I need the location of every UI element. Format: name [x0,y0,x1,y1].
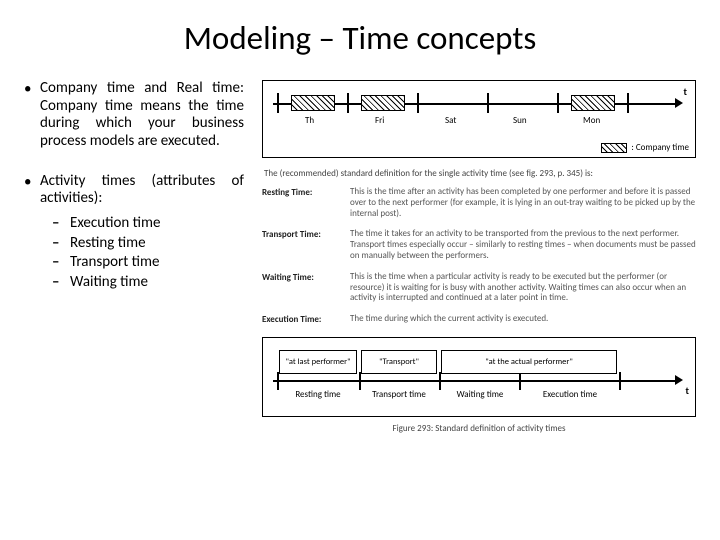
tick [277,372,279,390]
page-title: Modeling – Time concepts [0,0,720,66]
below-label: Waiting time [445,390,515,399]
term-resting: Resting Time: [262,187,346,219]
desc-resting: This is the time after an activity has b… [350,187,696,219]
legend: : Company time [269,139,689,153]
list-item: –Execution time [52,214,244,234]
right-column: t Th Fri Sat Sun Mon : Company time The [262,80,696,434]
figure-caption: Figure 293: Standard definition of activ… [262,423,696,434]
figure-activity-times: t "at last performer" "Transport" "at th… [262,337,696,417]
t-label: t [686,384,689,397]
arrow-icon [675,375,683,385]
sub-list: –Execution time –Resting time –Transport… [52,214,244,292]
list-item: –Waiting time [52,273,244,293]
tick [487,93,489,113]
left-column: • Company time and Real time: Company ti… [24,80,244,434]
figure-company-time: t Th Fri Sat Sun Mon : Company time [262,80,696,158]
company-block [361,95,405,111]
arrow-icon [675,98,683,108]
tick [359,372,361,390]
legend-label: : Company time [631,142,689,153]
tick [347,93,349,113]
phase-box: "at the actual performer" [441,350,617,374]
content-columns: • Company time and Real time: Company ti… [0,66,720,434]
term-execution: Execution Time: [262,314,346,325]
tick [519,372,521,390]
phase-box: "at last performer" [279,350,357,374]
tick [439,372,441,390]
list-item: –Resting time [52,234,244,254]
phase-box: "Transport" [361,350,437,374]
below-label: Execution time [525,390,615,399]
desc-execution: The time during which the current activi… [350,314,696,325]
tick [619,372,621,390]
t-label: t [684,85,687,98]
desc-waiting: This is the time when a particular activ… [350,272,696,304]
term-transport: Transport Time: [262,229,346,261]
term-waiting: Waiting Time: [262,272,346,304]
legend-swatch [601,143,627,153]
tick [627,93,629,113]
definitions: Resting Time: This is the time after an … [262,187,696,325]
day-label: Sun [513,115,527,126]
below-label: Resting time [283,390,353,399]
bullet-activity-times: • Activity times (attributes of activiti… [24,173,244,208]
tick [557,93,559,113]
tick [417,93,419,113]
sub-label: Execution time [70,214,160,234]
sub-label: Waiting time [70,273,148,293]
axis [273,380,677,382]
sub-label: Transport time [70,253,159,273]
day-label: Th [305,115,314,126]
company-block [571,95,615,111]
desc-transport: The time it takes for an activity to be … [350,229,696,261]
list-item: –Transport time [52,253,244,273]
bullet-dot: • [24,173,40,208]
day-label: Fri [375,115,384,126]
bullet-text: Company time and Real time: Company time… [40,80,244,151]
bullet-dot: • [24,80,40,151]
timeline-company: t Th Fri Sat Sun Mon [269,87,689,139]
below-label: Transport time [363,390,435,399]
day-label: Sat [445,115,456,126]
day-label: Mon [583,115,600,126]
bullet-company-time: • Company time and Real time: Company ti… [24,80,244,151]
company-block [291,95,335,111]
intro-text: The (recommended) standard definition fo… [264,168,694,179]
sub-label: Resting time [70,234,146,254]
bullet-text: Activity times (attributes of activities… [40,173,244,208]
timeline-activity: t "at last performer" "Transport" "at th… [269,344,689,414]
tick [277,93,279,113]
